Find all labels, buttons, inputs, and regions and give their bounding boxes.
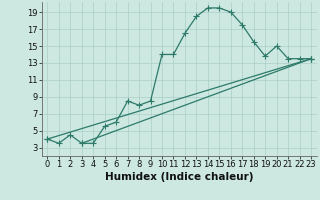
X-axis label: Humidex (Indice chaleur): Humidex (Indice chaleur) (105, 172, 253, 182)
